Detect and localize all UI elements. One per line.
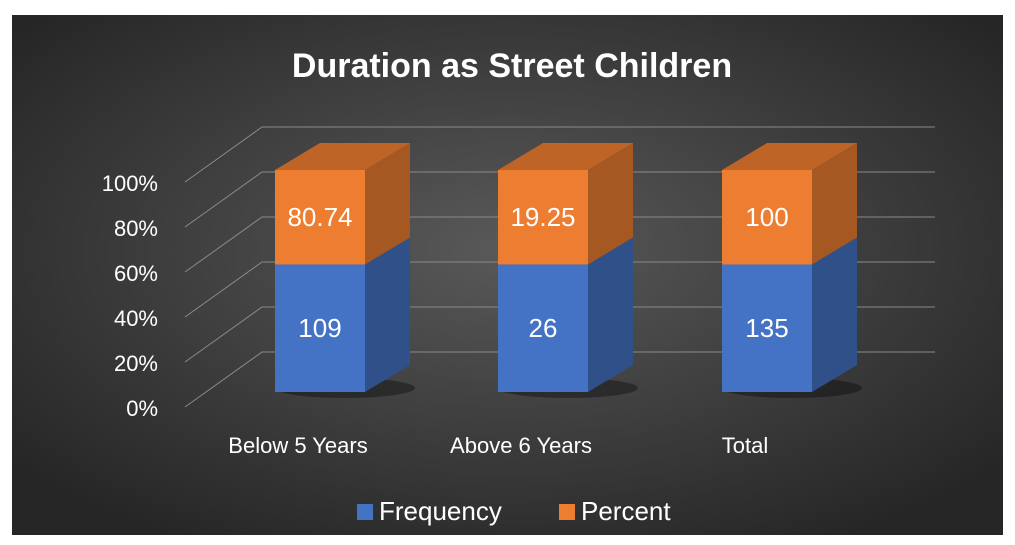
- data-label: 135: [745, 313, 788, 343]
- chart-title: Duration as Street Children: [292, 47, 732, 85]
- x-tick-label: Above 6 Years: [450, 433, 592, 458]
- legend-label: Frequency: [379, 496, 502, 526]
- x-tick-label: Below 5 Years: [228, 433, 367, 458]
- data-label: 109: [298, 313, 341, 343]
- grid-line: [184, 351, 935, 408]
- bar-side: [365, 143, 410, 265]
- bar-segment: [498, 170, 588, 265]
- grid-line: [184, 306, 935, 363]
- data-label: 19.25: [510, 202, 575, 232]
- y-tick-label: 20%: [114, 351, 158, 376]
- bar-side: [812, 237, 857, 392]
- bar-segment: [722, 264, 812, 392]
- data-label: 26: [529, 313, 558, 343]
- data-label: 100: [745, 202, 788, 232]
- bar-segment: [275, 170, 365, 265]
- legend-swatch: [559, 504, 575, 520]
- bar-top: [498, 143, 633, 170]
- bar-side: [365, 237, 410, 392]
- grid-line: [184, 171, 935, 228]
- y-tick-label: 60%: [114, 261, 158, 286]
- bar-segment: [722, 170, 812, 265]
- legend-swatch: [357, 504, 373, 520]
- grid-line: [184, 216, 935, 273]
- grid-line: [184, 261, 935, 318]
- y-tick-label: 40%: [114, 306, 158, 331]
- y-tick-label: 0%: [126, 396, 158, 421]
- bar-segment: [275, 264, 365, 392]
- y-tick-label: 100%: [102, 171, 158, 196]
- bar-side: [812, 143, 857, 265]
- bar-top: [722, 143, 857, 170]
- bar-segment: [498, 264, 588, 392]
- bar-side: [588, 237, 633, 392]
- bar-side: [588, 143, 633, 265]
- x-tick-label: Total: [722, 433, 768, 458]
- bar-top: [275, 143, 410, 170]
- y-tick-label: 80%: [114, 216, 158, 241]
- legend-label: Percent: [581, 496, 671, 526]
- data-label: 80.74: [287, 202, 352, 232]
- grid-line: [184, 126, 935, 183]
